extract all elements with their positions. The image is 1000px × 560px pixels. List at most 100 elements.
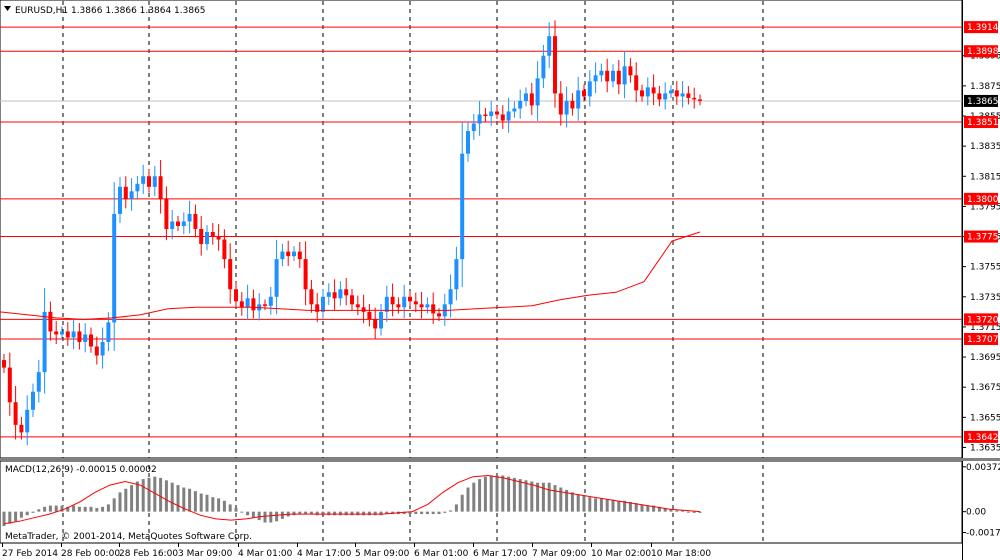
candle-body-56 [326,292,331,297]
price-pane[interactable]: EURUSD,H1 1.3866 1.3866 1.3864 1.3865 [0,0,963,459]
macd-bar-52 [304,511,308,515]
symbol-header: EURUSD,H1 1.3866 1.3866 1.3864 1.3865 [15,6,206,16]
level-label: 1.3851 [967,118,999,128]
macd-bar-107 [623,500,627,512]
level-label: 1.3775 [967,233,999,243]
level-label-box-3 [964,192,998,205]
macd-bar-50 [292,511,296,516]
macd-bar-2 [14,511,18,522]
candle-body-94 [547,36,552,56]
candle-body-3 [19,424,24,433]
macd-bar-37 [217,498,221,512]
candle-body-110 [640,90,644,97]
macd-bar-94 [547,482,551,512]
candle-body-77 [448,289,453,305]
macd-bar-100 [582,495,586,512]
time-tick-label: 5 Mar 09:00 [355,549,410,559]
candle-body-97 [564,100,569,115]
price-axis: 1.38951.38751.38551.38351.38151.37951.37… [962,0,1000,560]
candle-body-45 [263,304,267,306]
macd-pane[interactable]: MACD(12,26,9) -0.00015 0.00002 MetaTrade… [0,460,963,544]
candle-body-12 [71,331,76,338]
macd-bar-111 [646,505,650,512]
candle-body-5 [31,391,35,410]
candle-body-78 [454,259,459,290]
macd-bar-71 [414,511,418,515]
candle-body-53 [309,289,314,305]
macd-bar-35 [205,494,209,512]
macd-tick-label: 0.00372 [966,463,1000,473]
candle-body-96 [558,93,563,115]
macd-bar-15 [89,506,93,512]
macd-bar-41 [240,511,244,513]
macd-bar-8 [48,505,52,512]
candle-body-113 [657,93,662,100]
macd-bar-27 [159,477,163,512]
vertical-grid [62,1,764,543]
macd-bar-30 [176,485,180,512]
candle-body-32 [187,213,192,222]
candle-body-38 [222,239,227,260]
macd-bar-47 [275,511,279,522]
macd-bar-57 [333,511,337,516]
macd-header: MACD(12,26,9) -0.00015 0.00002 [5,465,157,475]
candle-body-74 [431,304,436,314]
candle-body-67 [390,296,395,305]
macd-bar-89 [518,479,522,512]
candle-body-69 [402,296,407,308]
macd-bar-1 [8,511,12,524]
candle-body-107 [622,66,627,85]
candle-body-30 [176,221,180,226]
candle-body-49 [286,251,291,257]
macd-bar-79 [460,494,464,512]
price-tick-label: 1.3715 [970,323,1000,333]
macd-bar-92 [536,482,540,512]
time-tick-label: 7 Mar 09:00 [532,549,587,559]
candle-body-89 [518,100,523,109]
candle-body-10 [60,331,64,335]
candle-body-65 [379,311,383,329]
macd-bar-117 [681,510,685,512]
macd-bar-75 [437,511,441,515]
candle-body-75 [437,313,441,317]
macd-bar-90 [524,480,528,512]
candle-body-27 [158,176,163,199]
candle-body-59 [344,289,349,296]
macd-bar-105 [611,499,615,512]
candle-body-4 [25,409,30,433]
macd-bar-114 [663,508,667,512]
macd-bar-69 [402,511,406,515]
macd-bar-56 [327,511,331,516]
macd-bar-118 [686,511,690,513]
macd-bar-51 [298,511,302,515]
candle-body-29 [170,221,175,229]
macd-bar-116 [675,510,679,512]
macd-bar-18 [106,504,110,512]
macd-bar-76 [443,511,447,513]
candle-body-111 [645,87,650,97]
chart-menu-triangle-icon[interactable] [4,6,11,11]
candle-body-2 [13,402,18,425]
macd-bar-60 [350,511,354,516]
macd-tick-label: 0.00 [966,508,986,518]
macd-bar-54 [315,511,319,516]
candle-body-34 [199,229,204,245]
candle-body-102 [593,75,598,82]
macd-bar-104 [605,499,609,512]
macd-bar-82 [478,479,482,512]
candle-body-33 [193,213,198,229]
candle-body-103 [599,70,604,76]
macd-bar-78 [454,504,458,512]
candle-body-55 [321,296,325,312]
candle-body-28 [164,198,169,229]
macd-bar-26 [153,476,157,512]
candle-body-31 [181,221,186,226]
candle-body-105 [611,70,615,82]
macd-bar-99 [576,494,580,512]
macd-bar-28 [164,480,168,512]
candle-body-8 [48,311,53,332]
candle-body-66 [384,296,389,312]
level-label-box-1 [964,45,998,58]
macd-bar-109 [634,503,638,512]
